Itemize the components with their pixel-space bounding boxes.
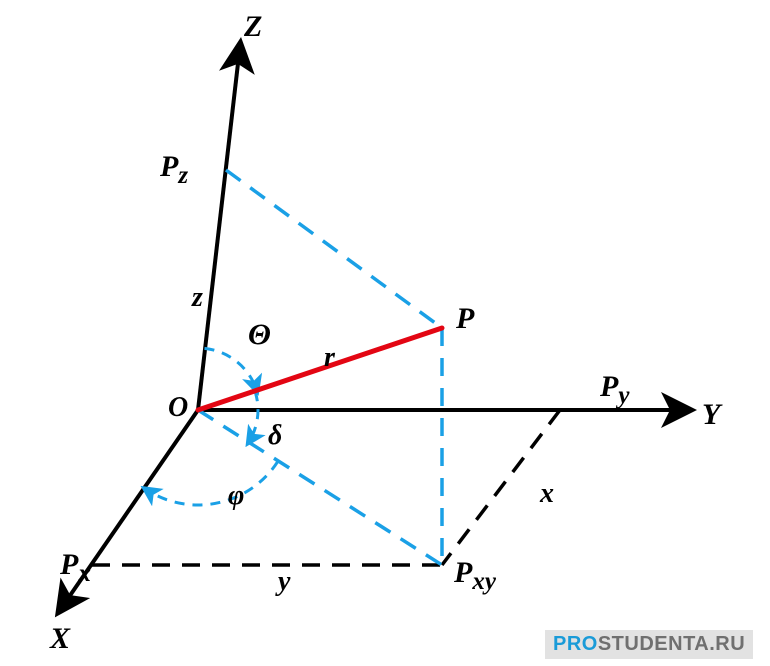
label-coord-x: x <box>540 478 554 510</box>
arc-theta <box>204 348 256 391</box>
label-point-Py: Py <box>600 370 629 410</box>
label-axis-X: X <box>50 622 70 656</box>
label-coord-y: y <box>278 566 290 598</box>
arc-phi <box>145 462 278 505</box>
angle-arcs <box>145 348 278 505</box>
label-point-Px: Px <box>60 548 91 588</box>
label-axis-Y: Y <box>702 398 720 432</box>
label-point-P: P <box>456 302 474 336</box>
label-angle-phi: φ <box>228 480 244 512</box>
label-angle-theta: Θ <box>248 318 271 352</box>
label-coord-z: z <box>192 282 203 314</box>
watermark: PROSTUDENTA.RU <box>545 630 753 659</box>
label-origin-O: O <box>168 392 188 424</box>
projection-lines-black <box>92 410 560 565</box>
vector-r-group <box>198 328 442 410</box>
label-point-Pxy: Pxy <box>454 556 496 596</box>
coordinate-diagram <box>0 0 770 666</box>
label-vector-r: r <box>324 342 335 374</box>
axes-group <box>60 46 688 610</box>
proj-Pz-P <box>226 170 442 328</box>
arc-delta <box>248 391 258 442</box>
label-axis-Z: Z <box>244 10 262 44</box>
vector-r <box>198 328 442 410</box>
label-angle-delta: δ <box>268 420 282 452</box>
axis-Z <box>198 46 240 410</box>
label-point-Pz: Pz <box>160 150 188 190</box>
